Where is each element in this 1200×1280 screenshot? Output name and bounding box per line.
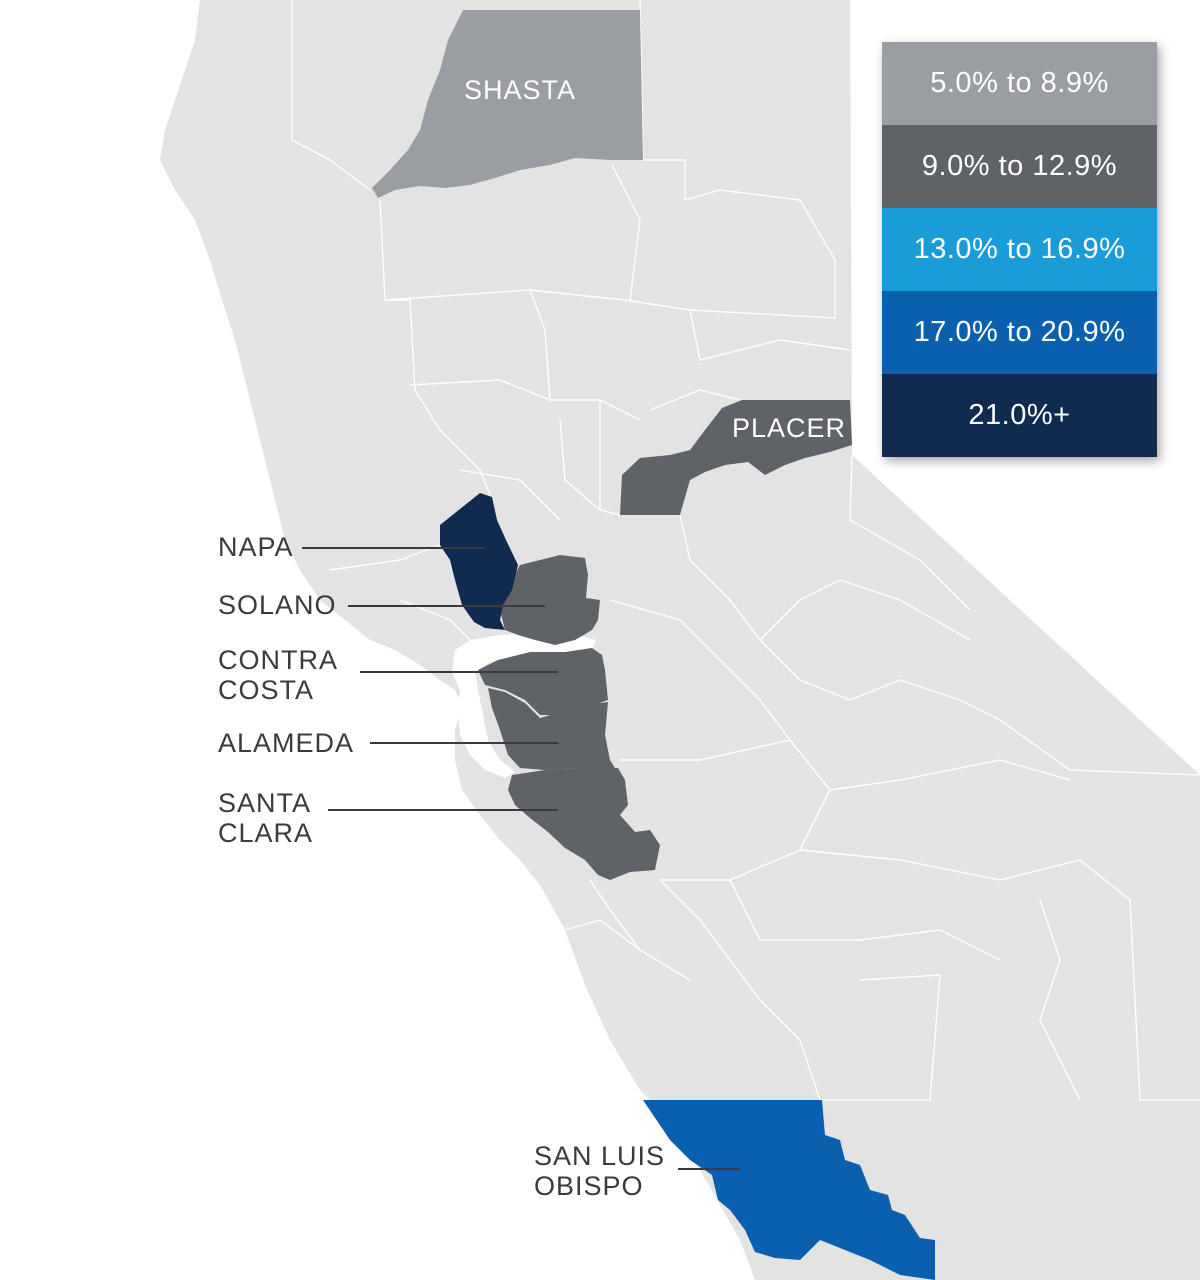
county-napa	[440, 493, 518, 630]
county-solano	[500, 555, 600, 645]
label-solano: SOLANO	[218, 590, 337, 620]
legend-label: 13.0% to 16.9%	[913, 233, 1126, 265]
county-san-luis-obispo	[643, 1100, 935, 1280]
county-contra-costa	[478, 648, 608, 715]
label-napa: NAPA	[218, 532, 294, 562]
label-contra-costa-line2: COSTA	[218, 675, 314, 705]
legend-label: 5.0% to 8.9%	[930, 67, 1109, 99]
label-santa-clara-line1: SANTA	[218, 788, 311, 818]
county-shasta	[372, 10, 643, 198]
county-alameda	[488, 688, 615, 770]
county-boundaries	[291, 0, 1200, 1101]
legend-item-21-plus: 21.0%+	[882, 374, 1157, 457]
map-legend: 5.0% to 8.9% 9.0% to 12.9% 13.0% to 16.9…	[882, 42, 1157, 457]
legend-label: 9.0% to 12.9%	[921, 150, 1118, 182]
california-landmass	[160, 0, 1200, 1280]
legend-item-17-to-20-9: 17.0% to 20.9%	[882, 291, 1157, 374]
label-alameda: ALAMEDA	[218, 728, 354, 758]
legend-label: 21.0%+	[968, 399, 1071, 431]
label-placer: PLACER	[732, 413, 846, 443]
san-francisco-bay	[452, 632, 596, 778]
legend-item-13-to-16-9: 13.0% to 16.9%	[882, 208, 1157, 291]
label-san-luis-obispo-line1: SAN LUIS	[534, 1141, 665, 1171]
county-santa-clara	[508, 768, 660, 880]
label-san-luis-obispo-line2: OBISPO	[534, 1171, 644, 1201]
legend-item-9-to-12-9: 9.0% to 12.9%	[882, 125, 1157, 208]
legend-item-5-to-8-9: 5.0% to 8.9%	[882, 42, 1157, 125]
label-santa-clara-line2: CLARA	[218, 818, 313, 848]
county-placer	[620, 400, 852, 515]
legend-label: 17.0% to 20.9%	[913, 316, 1126, 348]
label-contra-costa-line1: CONTRA	[218, 645, 338, 675]
label-shasta: SHASTA	[464, 75, 576, 105]
